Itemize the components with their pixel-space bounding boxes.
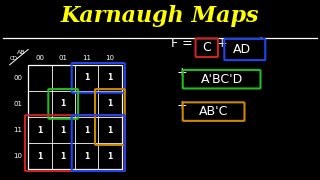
Text: 1: 1: [84, 152, 89, 161]
Text: +: +: [177, 66, 188, 79]
Text: +: +: [177, 99, 188, 112]
Text: 1: 1: [107, 100, 113, 108]
Text: 1: 1: [37, 126, 43, 135]
Text: 10: 10: [13, 153, 22, 159]
Text: 01: 01: [13, 101, 22, 107]
Text: Karnaugh Maps: Karnaugh Maps: [61, 5, 259, 27]
Text: F =: F =: [171, 37, 193, 50]
Text: 00: 00: [13, 75, 22, 81]
Text: AB'C: AB'C: [199, 105, 228, 118]
Text: 10: 10: [105, 55, 115, 61]
Text: 01: 01: [59, 55, 68, 61]
Text: 1: 1: [60, 126, 66, 135]
Text: 1: 1: [84, 73, 89, 82]
Text: 00: 00: [35, 55, 44, 61]
Bar: [28, 65, 122, 169]
Text: C: C: [202, 41, 211, 54]
Text: 1: 1: [107, 152, 113, 161]
Text: 1: 1: [60, 152, 66, 161]
Text: 1: 1: [84, 126, 89, 135]
Text: ': ': [259, 36, 261, 45]
Text: 11: 11: [82, 55, 91, 61]
Text: 1: 1: [107, 126, 113, 135]
Text: 1: 1: [37, 152, 43, 161]
Text: AD: AD: [233, 43, 251, 56]
Text: 1: 1: [107, 73, 113, 82]
Text: AB: AB: [17, 50, 25, 55]
Text: +: +: [217, 37, 228, 50]
Text: A'BC'D: A'BC'D: [200, 73, 243, 86]
Text: CD: CD: [10, 57, 18, 62]
Text: 11: 11: [13, 127, 22, 133]
Text: 1: 1: [60, 100, 66, 108]
